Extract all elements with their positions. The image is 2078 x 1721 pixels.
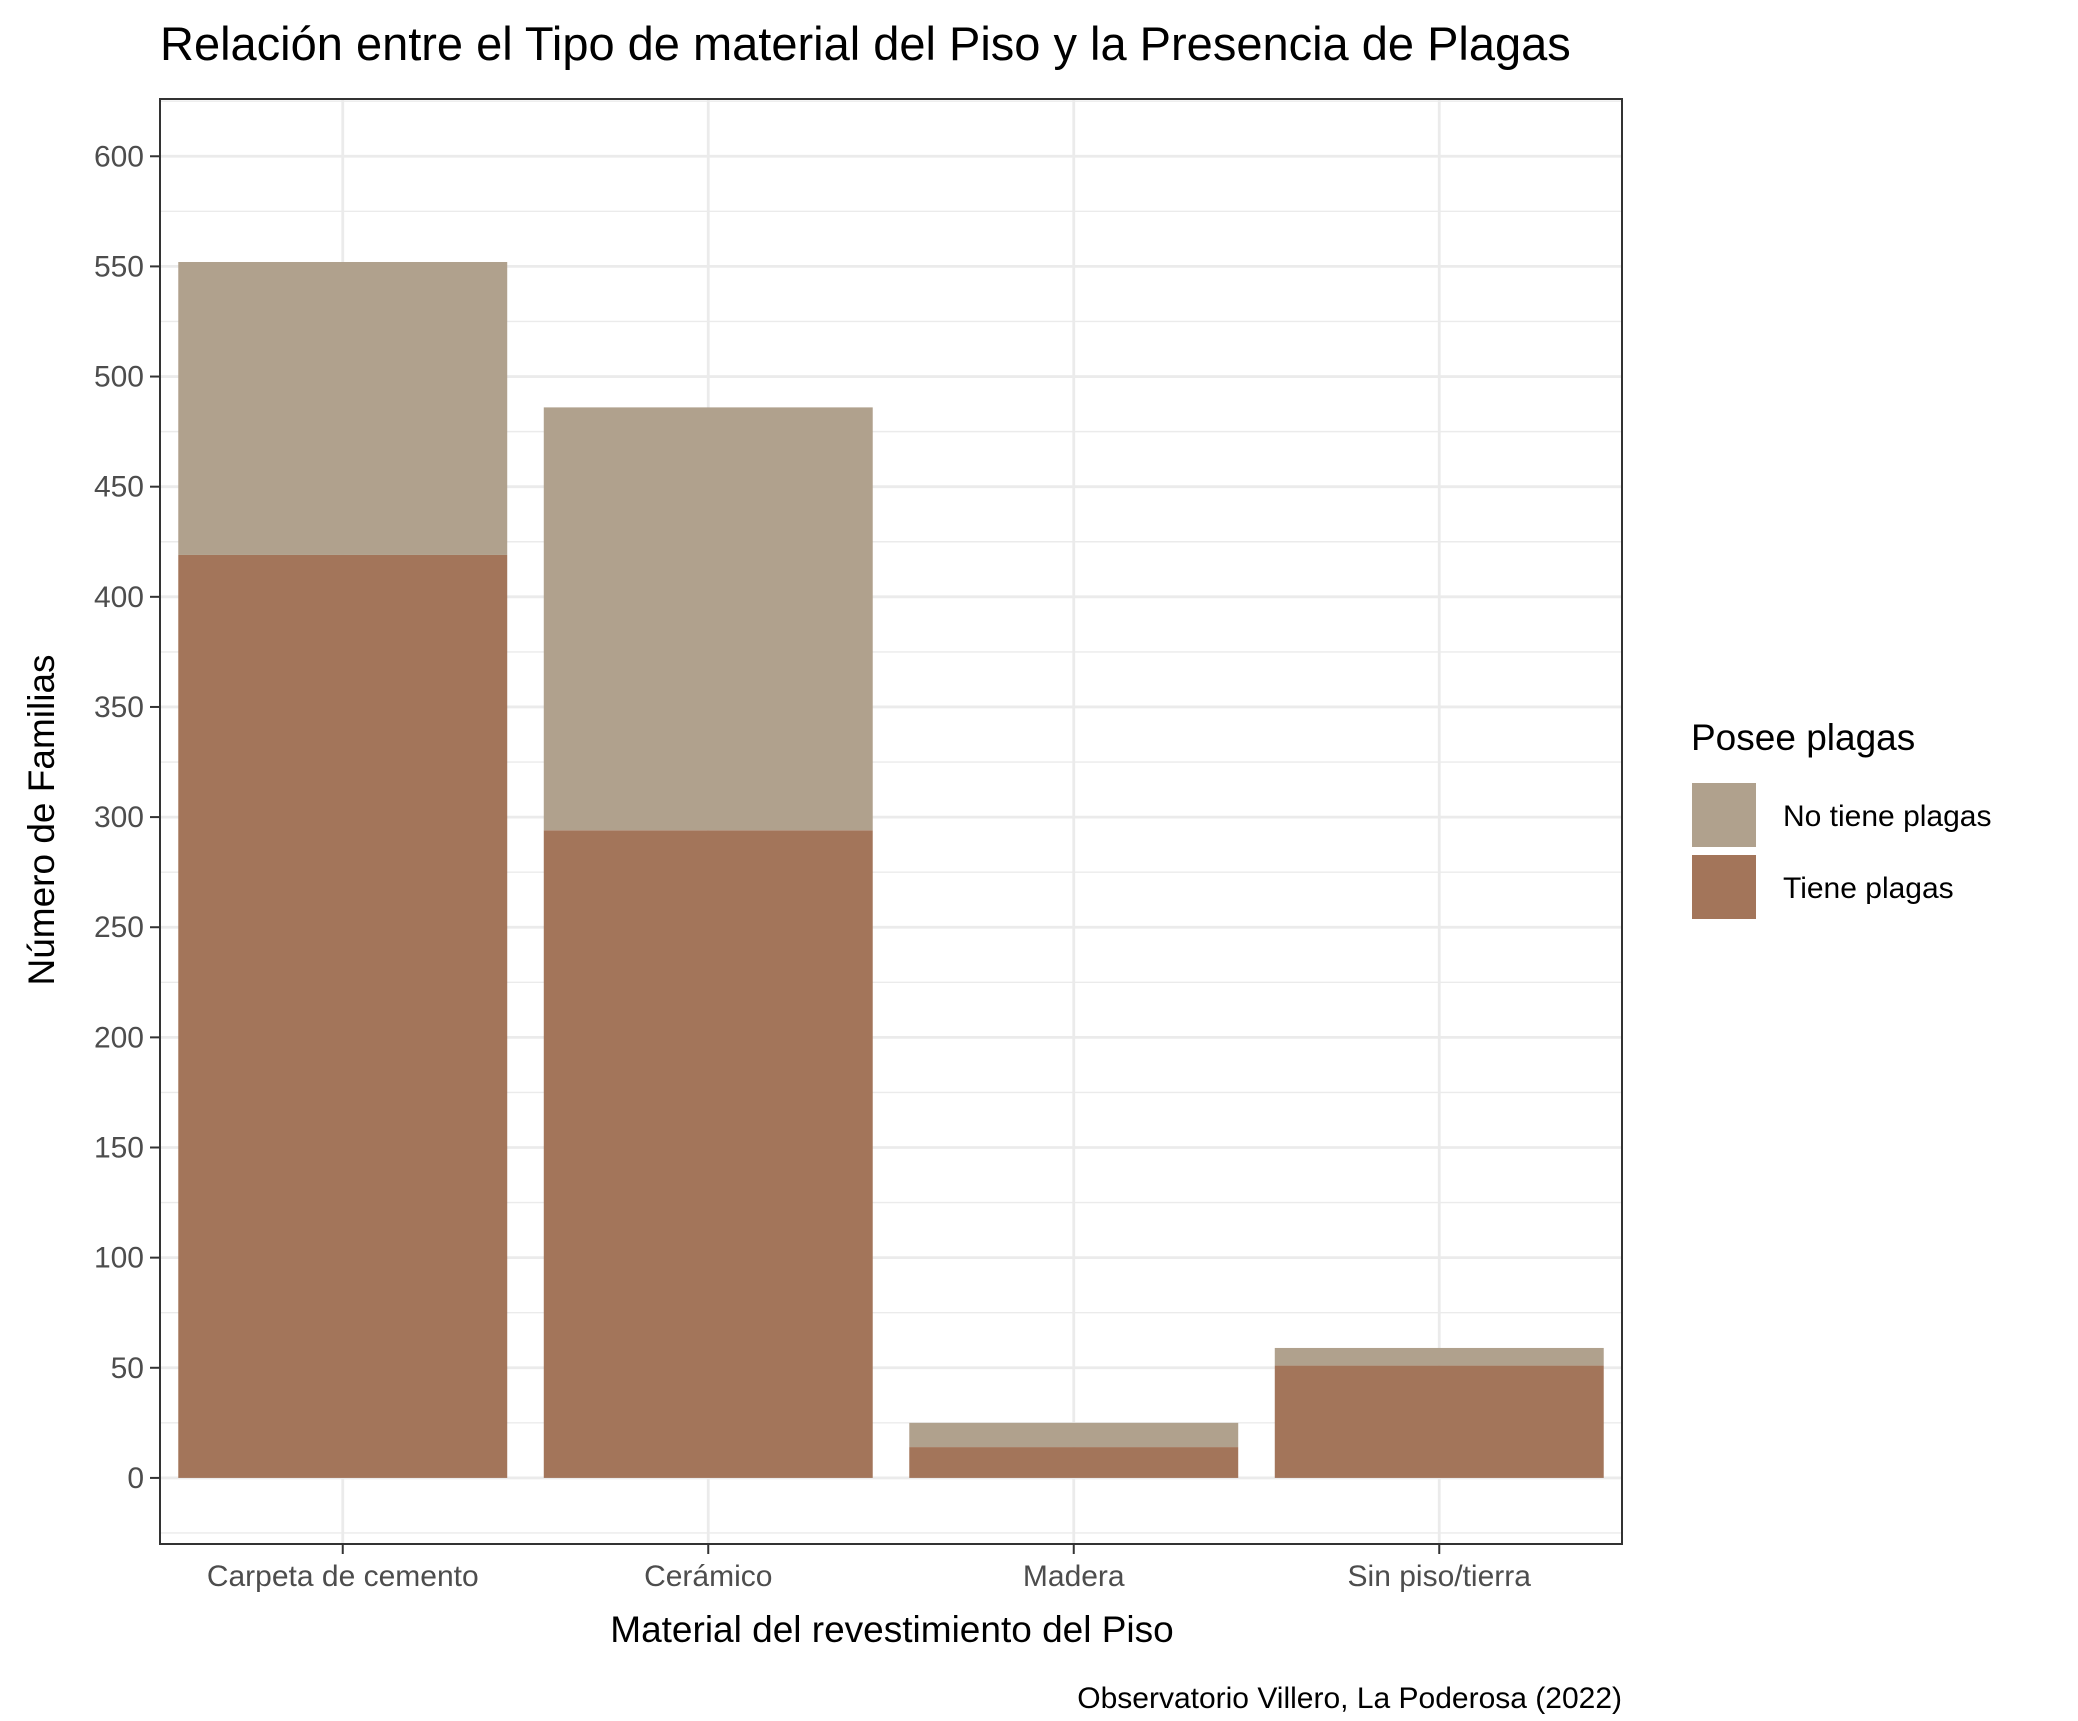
- chart-caption: Observatorio Villero, La Poderosa (2022): [1077, 1682, 1622, 1715]
- y-tick-label: 250: [94, 911, 144, 944]
- x-axis-title: Material del revestimiento del Piso: [610, 1609, 1173, 1650]
- legend-key-no-tiene-plagas: [1690, 781, 1758, 849]
- y-tick-label: 200: [94, 1021, 144, 1054]
- y-tick-label: 0: [127, 1462, 144, 1495]
- y-tick-label: 300: [94, 801, 144, 834]
- x-tick-label: Madera: [1023, 1560, 1125, 1593]
- x-tick-label: Cerámico: [644, 1560, 772, 1593]
- x-axis: Carpeta de cemento Cerámico Madera Sin piso…: [207, 1544, 1531, 1593]
- y-tick-label: 50: [111, 1352, 144, 1385]
- legend-title: Posee plagas: [1691, 717, 1915, 758]
- bar-no-tiene-plagas: [543, 407, 873, 831]
- y-tick-label: 150: [94, 1132, 144, 1165]
- bar-tiene-plagas: [543, 830, 873, 1478]
- y-tick-label: 600: [94, 140, 144, 173]
- y-axis-title: Número de Familias: [21, 654, 62, 985]
- bar-no-tiene-plagas: [178, 262, 508, 555]
- bar-tiene-plagas: [178, 554, 508, 1478]
- legend-key-tiene-plagas: [1690, 853, 1758, 921]
- legend-label: No tiene plagas: [1783, 800, 1991, 833]
- bar-tiene-plagas: [1274, 1365, 1604, 1478]
- y-tick-label: 550: [94, 250, 144, 283]
- x-tick-label: Carpeta de cemento: [207, 1560, 479, 1593]
- x-tick-label: Sin piso/tierra: [1348, 1560, 1532, 1593]
- bars: [178, 262, 1604, 1478]
- y-tick-label: 100: [94, 1242, 144, 1275]
- y-tick-label: 450: [94, 471, 144, 504]
- y-tick-label: 500: [94, 361, 144, 394]
- chart-title: Relación entre el Tipo de material del P…: [160, 17, 1571, 70]
- legend: Posee plagas No tiene plagas Tiene plagas: [1690, 717, 1991, 921]
- plot-panel-border: [159, 98, 1623, 1545]
- y-axis: 0 50 100 150 200 250 300 350 400 450 500 550 600: [94, 140, 160, 1495]
- bar-tiene-plagas: [909, 1447, 1239, 1478]
- bar-no-tiene-plagas: [1274, 1347, 1604, 1366]
- y-tick-label: 350: [94, 691, 144, 724]
- legend-label: Tiene plagas: [1783, 872, 1954, 905]
- bar-no-tiene-plagas: [909, 1422, 1239, 1448]
- y-tick-label: 400: [94, 581, 144, 614]
